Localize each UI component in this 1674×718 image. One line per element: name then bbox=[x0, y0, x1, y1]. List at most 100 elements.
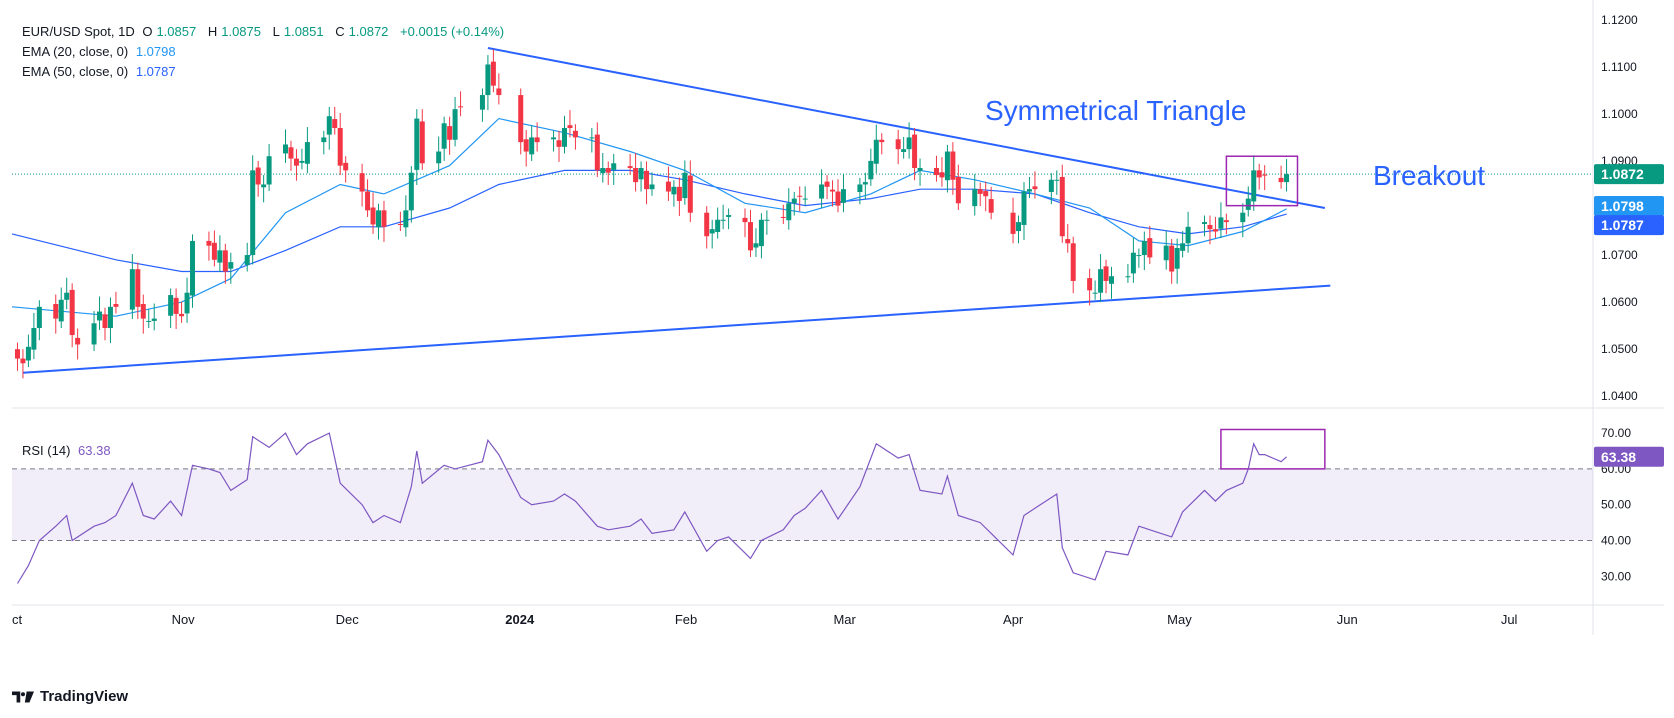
candle bbox=[370, 192, 376, 234]
candle-body bbox=[490, 61, 496, 86]
candle-body bbox=[414, 118, 420, 170]
candle-body bbox=[419, 121, 425, 164]
candle-body bbox=[140, 304, 146, 319]
breakout-highlight-box[interactable] bbox=[1225, 155, 1299, 207]
candle-body bbox=[479, 95, 485, 110]
time-axis[interactable]: ct Nov Dec 2024 Feb Mar Apr May Jun Jul bbox=[12, 612, 1518, 627]
candle-body bbox=[91, 323, 97, 345]
candle-body bbox=[1026, 189, 1032, 192]
candle bbox=[1262, 165, 1268, 191]
candle bbox=[1284, 159, 1290, 192]
candle bbox=[676, 177, 682, 216]
ema50-line[interactable] bbox=[11, 169, 1287, 273]
candle bbox=[1059, 164, 1065, 243]
rsi-tick-label: 70.00 bbox=[1601, 426, 1631, 440]
candle bbox=[485, 55, 491, 111]
candle-body bbox=[217, 250, 223, 263]
candle-body bbox=[764, 219, 770, 221]
low-label: L bbox=[272, 24, 280, 39]
candle bbox=[283, 129, 289, 163]
candle-body bbox=[283, 144, 289, 154]
high-value: 1.0875 bbox=[221, 24, 261, 39]
candle-body bbox=[802, 198, 808, 200]
candle-body bbox=[1103, 266, 1109, 281]
candle-body bbox=[135, 269, 141, 307]
candle-body bbox=[786, 203, 792, 221]
candle-body bbox=[819, 184, 825, 199]
candle bbox=[1141, 231, 1147, 271]
candle bbox=[129, 254, 135, 320]
candle-body bbox=[1109, 276, 1115, 284]
candle bbox=[359, 163, 365, 207]
candle bbox=[321, 130, 327, 155]
open-value: 1.0857 bbox=[156, 24, 197, 39]
candle-body bbox=[720, 219, 726, 221]
candle bbox=[447, 116, 453, 155]
price-tick-label: 1.0400 bbox=[1601, 389, 1638, 403]
candle-body bbox=[665, 181, 671, 192]
lower-trendline[interactable] bbox=[22, 284, 1331, 374]
ema20-badge: 1.0798 bbox=[1594, 195, 1664, 216]
ema50-legend[interactable]: EMA (50, close, 0) 1.0787 bbox=[22, 63, 180, 81]
triangle-annotation: Symmetrical Triangle bbox=[985, 95, 1247, 126]
rsi-legend[interactable]: RSI (14) 63.38 bbox=[22, 442, 115, 460]
ema20-value: 1.0798 bbox=[135, 44, 176, 59]
candle-body bbox=[572, 130, 578, 138]
candle bbox=[293, 149, 299, 181]
candle bbox=[758, 213, 764, 259]
candle-body bbox=[879, 139, 885, 143]
candle-body bbox=[228, 262, 234, 269]
candle-body bbox=[840, 189, 846, 203]
tradingview-logo[interactable]: TradingView bbox=[12, 688, 128, 705]
candle bbox=[255, 160, 261, 197]
candle bbox=[917, 158, 923, 186]
candle bbox=[222, 243, 228, 284]
candle bbox=[146, 308, 152, 328]
candle bbox=[403, 195, 409, 237]
candles[interactable] bbox=[14, 49, 1290, 379]
rsi-value: 63.38 bbox=[78, 443, 111, 458]
change-value: +0.0015 (+0.14%) bbox=[400, 24, 505, 39]
candle-body bbox=[551, 137, 557, 140]
candle-body bbox=[146, 320, 152, 322]
candle bbox=[458, 91, 464, 117]
candle-body bbox=[638, 168, 644, 180]
candle bbox=[791, 192, 797, 216]
ema20-legend[interactable]: EMA (20, close, 0) 1.0798 bbox=[22, 43, 180, 61]
candle-body bbox=[830, 189, 836, 192]
ohlc-header: EUR/USD Spot, 1D O 1.0857 H 1.0875 L 1.0851… bbox=[22, 23, 508, 41]
candle-body bbox=[206, 240, 212, 246]
time-tick-label: Jun bbox=[1337, 612, 1358, 627]
candle bbox=[496, 73, 502, 105]
candle-body bbox=[31, 328, 37, 350]
candle bbox=[304, 127, 310, 174]
candle-body bbox=[600, 168, 606, 174]
candle-body bbox=[184, 292, 190, 314]
rsi-line[interactable] bbox=[16, 432, 1287, 584]
candle-body bbox=[1284, 174, 1290, 183]
candle bbox=[780, 204, 786, 224]
candle-body bbox=[1174, 248, 1180, 269]
candle-body bbox=[343, 162, 349, 171]
rsi-highlight-box[interactable] bbox=[1220, 428, 1326, 470]
candle-body bbox=[1059, 176, 1065, 237]
ema20-badge-text: 1.0798 bbox=[1601, 198, 1644, 214]
candle bbox=[802, 186, 808, 206]
candle-body bbox=[873, 139, 879, 164]
rsi-tick-label: 50.00 bbox=[1601, 498, 1631, 512]
ema50-badge: 1.0787 bbox=[1594, 215, 1664, 236]
candle bbox=[687, 160, 693, 223]
candle-body bbox=[1163, 245, 1169, 261]
candle bbox=[140, 294, 146, 334]
last-price-badge: 1.0872 bbox=[1594, 164, 1664, 185]
candle bbox=[337, 112, 343, 176]
candle-body bbox=[1092, 292, 1098, 294]
candle bbox=[397, 211, 403, 232]
upper-trendline[interactable] bbox=[487, 47, 1326, 209]
candle bbox=[113, 291, 119, 314]
symbol-label[interactable]: EUR/USD Spot, 1D bbox=[22, 24, 135, 39]
candle-body bbox=[857, 184, 863, 192]
candle bbox=[819, 169, 825, 208]
